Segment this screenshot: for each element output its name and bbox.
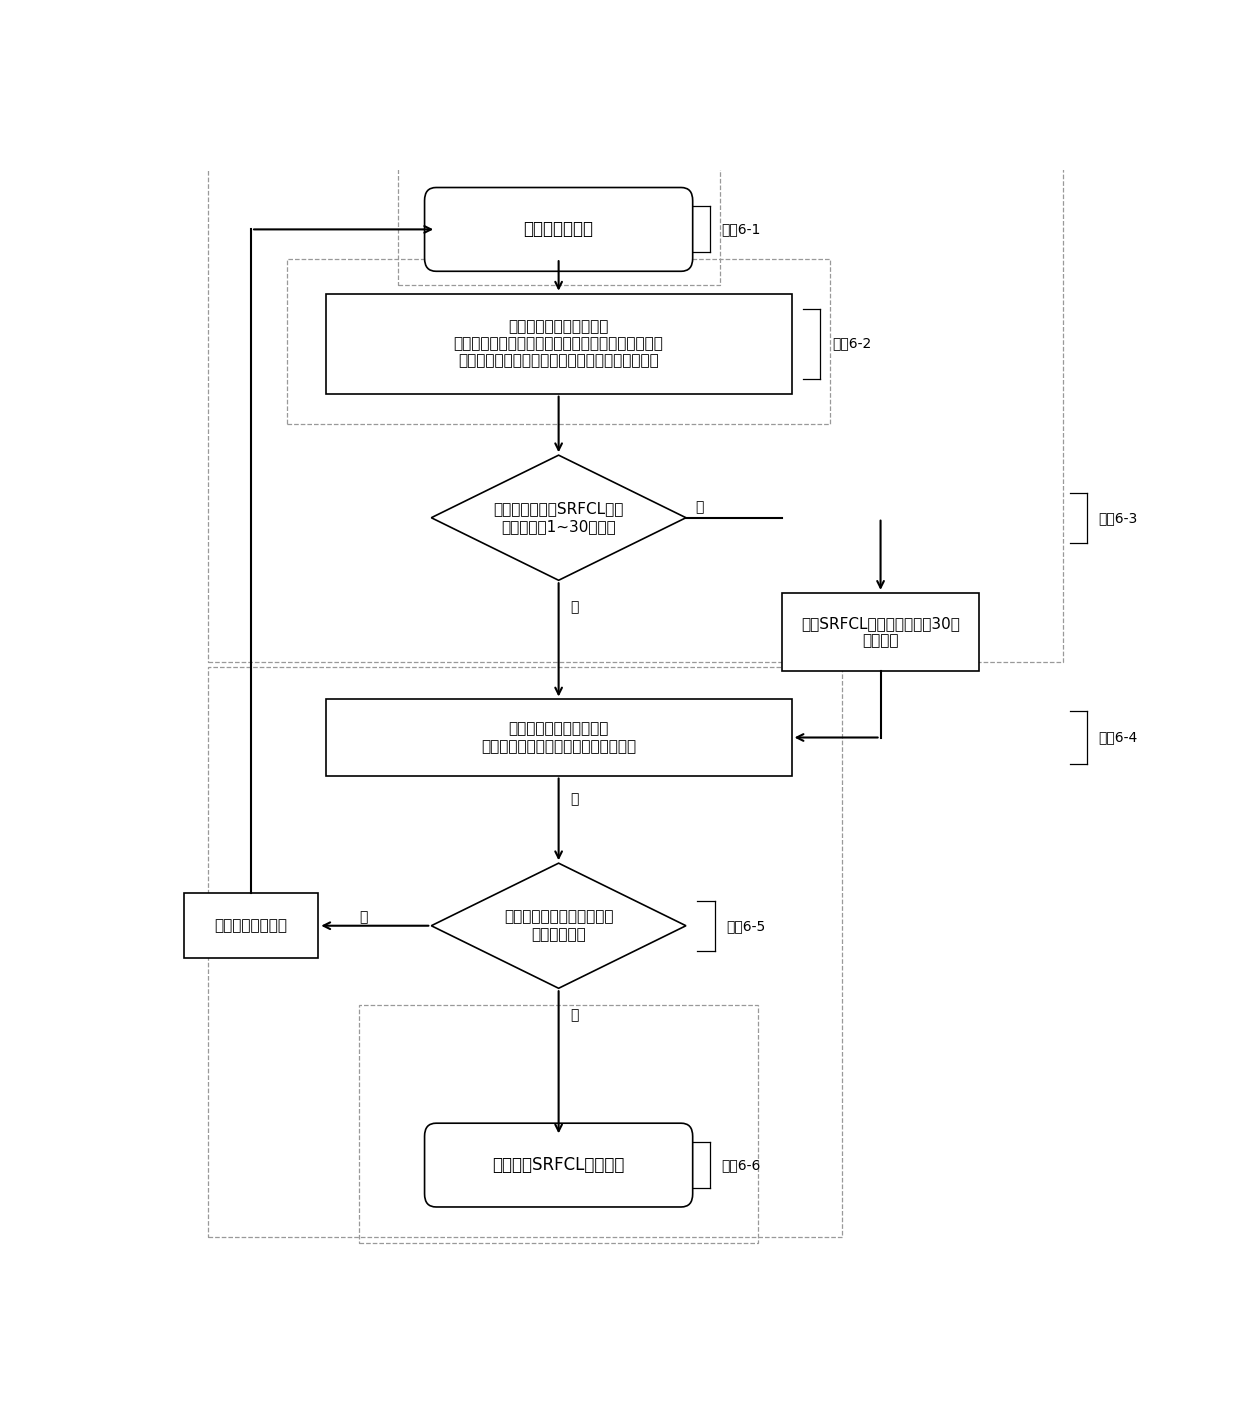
Bar bbox=[326, 294, 791, 394]
Polygon shape bbox=[432, 455, 686, 581]
Text: 将各场景应用于电网中，
重新进行三相短路故障的短路电流扫描: 将各场景应用于电网中， 重新进行三相短路故障的短路电流扫描 bbox=[481, 721, 636, 753]
Text: 步骤6-3: 步骤6-3 bbox=[1099, 510, 1138, 524]
Text: 所有候选限流节点都已经满
足限流要求？: 所有候选限流节点都已经满 足限流要求？ bbox=[503, 910, 614, 942]
Text: 剔除SRFCL阻抗值配置大于30欧
姆的场景: 剔除SRFCL阻抗值配置大于30欧 姆的场景 bbox=[801, 616, 960, 649]
Bar bbox=[398, 168, 719, 285]
Text: 步骤6-6: 步骤6-6 bbox=[722, 1159, 761, 1173]
FancyBboxPatch shape bbox=[424, 188, 693, 271]
Text: 是: 是 bbox=[570, 791, 579, 805]
Text: 步骤6-1: 步骤6-1 bbox=[722, 222, 761, 236]
Text: 排在首位的节点: 排在首位的节点 bbox=[523, 220, 594, 239]
Bar bbox=[360, 1005, 758, 1243]
Bar bbox=[184, 893, 319, 958]
Bar bbox=[326, 699, 791, 776]
Bar bbox=[208, 146, 1063, 661]
Text: 步骤6-2: 步骤6-2 bbox=[832, 336, 872, 350]
Text: 是: 是 bbox=[570, 601, 579, 613]
Text: 是: 是 bbox=[570, 1007, 579, 1022]
Bar bbox=[288, 259, 830, 424]
Text: 各场景中配置的SRFCL阻抗
值的范围在1~30欧姆？: 各场景中配置的SRFCL阻抗 值的范围在1~30欧姆？ bbox=[494, 502, 624, 534]
Text: 否: 否 bbox=[360, 910, 367, 924]
Text: 将各场景应用于电网中，
重新进行三相短路故障的短路电流扫描将各场景应用
于电网中，重新进行三相短路故障的短路电流扫描: 将各场景应用于电网中， 重新进行三相短路故障的短路电流扫描将各场景应用 于电网中… bbox=[454, 319, 663, 369]
Text: 步骤6-5: 步骤6-5 bbox=[727, 918, 765, 933]
Bar bbox=[208, 667, 842, 1238]
Text: 生成所有SRFCL配置场景: 生成所有SRFCL配置场景 bbox=[492, 1156, 625, 1174]
Text: 步骤6-4: 步骤6-4 bbox=[1099, 731, 1138, 745]
Bar bbox=[782, 593, 980, 671]
Text: 更新限流节点序列: 更新限流节点序列 bbox=[215, 918, 288, 933]
Polygon shape bbox=[432, 863, 686, 988]
Text: 否: 否 bbox=[696, 500, 704, 514]
FancyBboxPatch shape bbox=[424, 1123, 693, 1207]
